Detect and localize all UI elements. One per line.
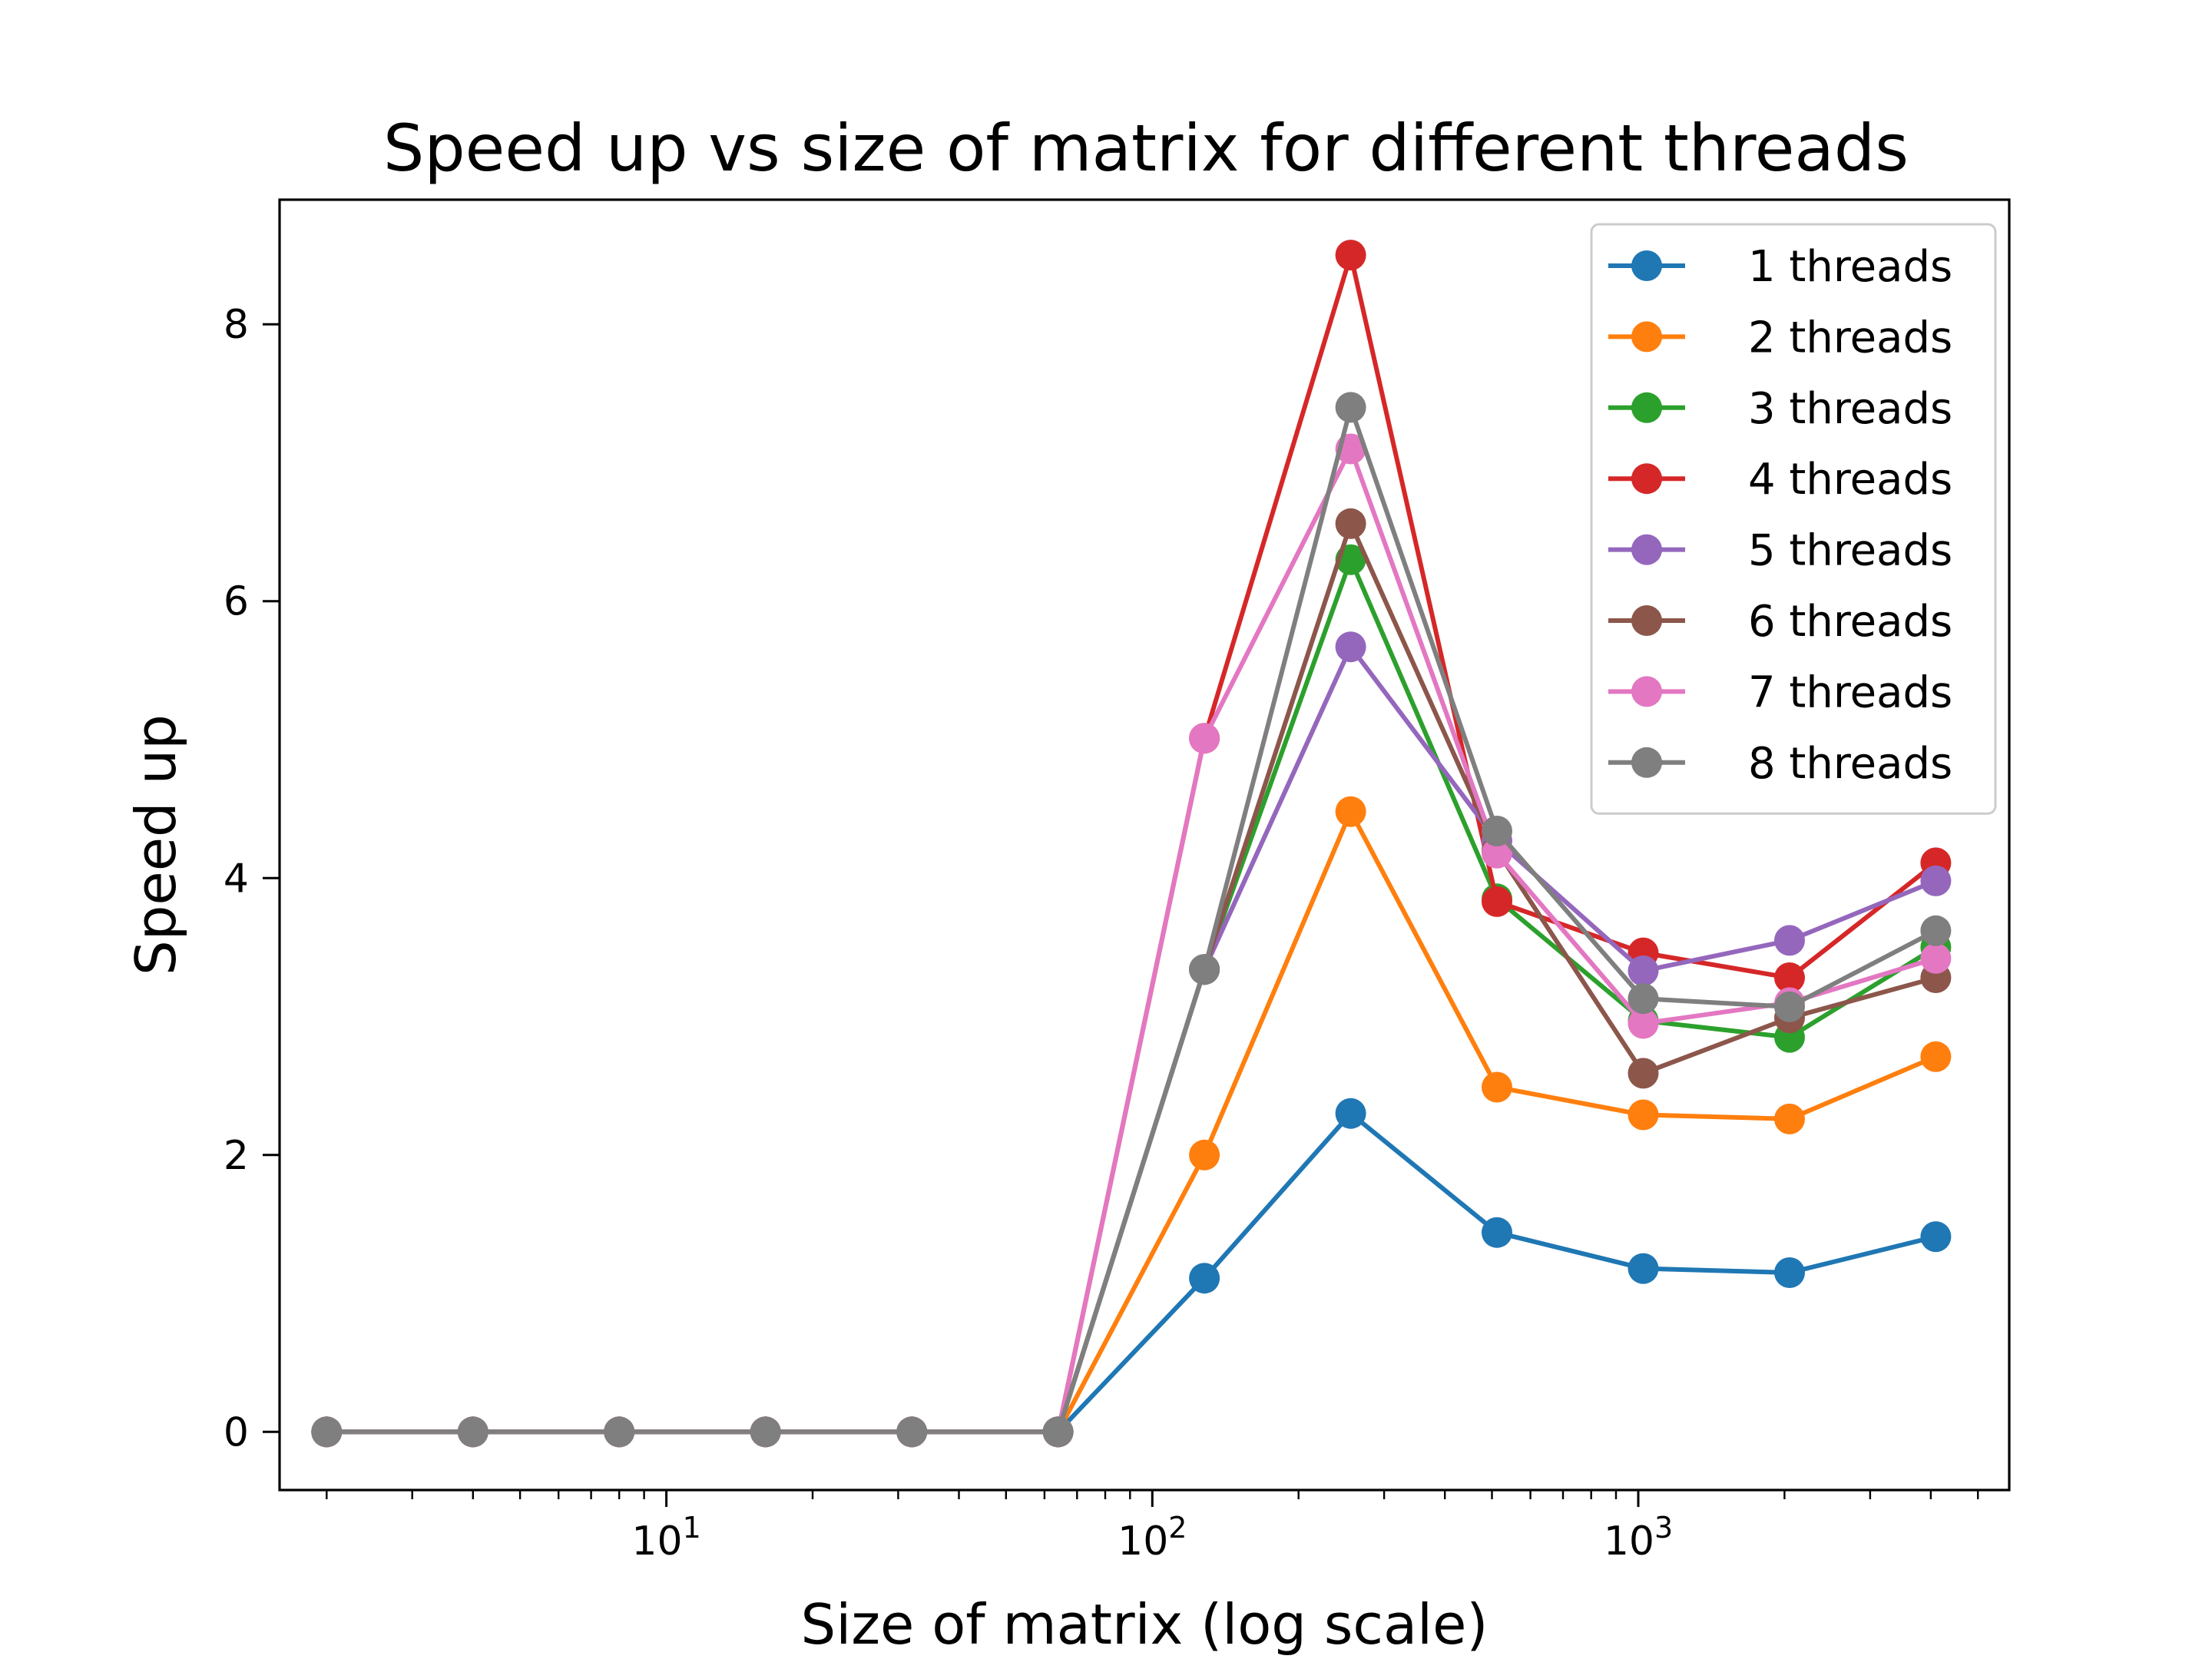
data-point-4-9: [1482, 886, 1512, 917]
legend-marker-7: [1631, 676, 1662, 707]
chart-title: Speed up vs size of matrix for different…: [383, 111, 1909, 186]
data-point-8-12: [1920, 915, 1952, 946]
data-point-4-11: [1774, 962, 1805, 993]
y-tick-label-2: 2: [224, 1133, 249, 1179]
legend-marker-8: [1631, 747, 1662, 778]
data-point-8-5: [896, 1416, 928, 1448]
data-point-8-10: [1628, 983, 1659, 1015]
legend-label-5: 5 threads: [1748, 526, 1952, 576]
data-point-2-9: [1482, 1071, 1512, 1103]
data-point-2-8: [1335, 796, 1366, 827]
legend-label-4: 4 threads: [1748, 455, 1952, 505]
legend-label-3: 3 threads: [1748, 384, 1952, 434]
data-point-7-12: [1920, 942, 1952, 974]
data-point-5-8: [1335, 631, 1366, 663]
data-point-1-11: [1774, 1257, 1805, 1288]
x-tick-label-2: 102: [1118, 1511, 1187, 1565]
data-point-2-11: [1774, 1103, 1805, 1134]
legend: 1 threads 2 threads 3 threads 4 threads 5 th…: [1590, 223, 1997, 815]
data-point-8-3: [604, 1416, 635, 1448]
data-point-2-7: [1189, 1139, 1220, 1171]
legend-label-2: 2 threads: [1748, 313, 1952, 363]
x-tick-label-3: 103: [1604, 1511, 1673, 1565]
legend-marker-4: [1631, 463, 1662, 495]
data-point-1-8: [1335, 1098, 1366, 1129]
axes-frame: [278, 198, 2011, 1492]
plot-area: [311, 240, 1952, 1448]
data-point-7-7: [1189, 723, 1220, 754]
data-point-8-8: [1335, 392, 1366, 423]
legend-marker-5: [1631, 534, 1662, 565]
legend-marker-1: [1631, 250, 1662, 281]
data-point-1-9: [1482, 1217, 1512, 1248]
data-point-6-10: [1628, 1058, 1659, 1089]
data-point-8-11: [1774, 991, 1805, 1022]
data-point-1-7: [1189, 1263, 1220, 1294]
legend-label-7: 7 threads: [1748, 667, 1952, 717]
data-point-7-10: [1628, 1008, 1659, 1039]
data-point-5-12: [1920, 865, 1952, 896]
data-point-8-2: [457, 1416, 488, 1448]
data-point-1-12: [1920, 1221, 1952, 1253]
x-axis-label: Size of matrix (log scale): [801, 1592, 1488, 1657]
data-point-8-6: [1042, 1416, 1074, 1448]
data-point-7-9: [1482, 837, 1512, 869]
legend-label-1: 1 threads: [1748, 242, 1952, 292]
data-point-1-10: [1628, 1253, 1659, 1284]
y-tick-label-3: 4: [224, 856, 249, 902]
legend-label-8: 8 threads: [1748, 739, 1952, 789]
data-point-6-8: [1335, 508, 1366, 539]
legend-box: [1590, 223, 1997, 815]
data-point-5-11: [1774, 925, 1805, 956]
y-tick-label-5: 8: [224, 302, 249, 348]
data-point-4-8: [1335, 240, 1366, 271]
y-tick-label-4: 6: [224, 579, 249, 625]
legend-label-6: 6 threads: [1748, 597, 1952, 647]
data-point-2-10: [1628, 1099, 1659, 1131]
data-point-8-4: [750, 1416, 781, 1448]
x-axis-ticks: 101 102 103: [326, 1490, 1979, 1565]
data-point-2-12: [1920, 1041, 1952, 1072]
series-line-8: [324, 405, 1939, 1435]
legend-marker-2: [1631, 321, 1662, 353]
data-point-8-7: [1189, 954, 1220, 985]
y-axis-ticks: 0 2 4 6 8: [224, 302, 280, 1455]
data-point-5-10: [1628, 955, 1659, 986]
legend-marker-3: [1631, 392, 1662, 423]
legend-marker-6: [1631, 605, 1662, 636]
x-tick-label-1: 101: [631, 1511, 700, 1565]
data-point-8-1: [311, 1416, 343, 1448]
y-axis-label: Speed up: [124, 714, 188, 975]
data-point-8-9: [1482, 816, 1512, 846]
y-tick-label-1: 0: [224, 1409, 249, 1455]
